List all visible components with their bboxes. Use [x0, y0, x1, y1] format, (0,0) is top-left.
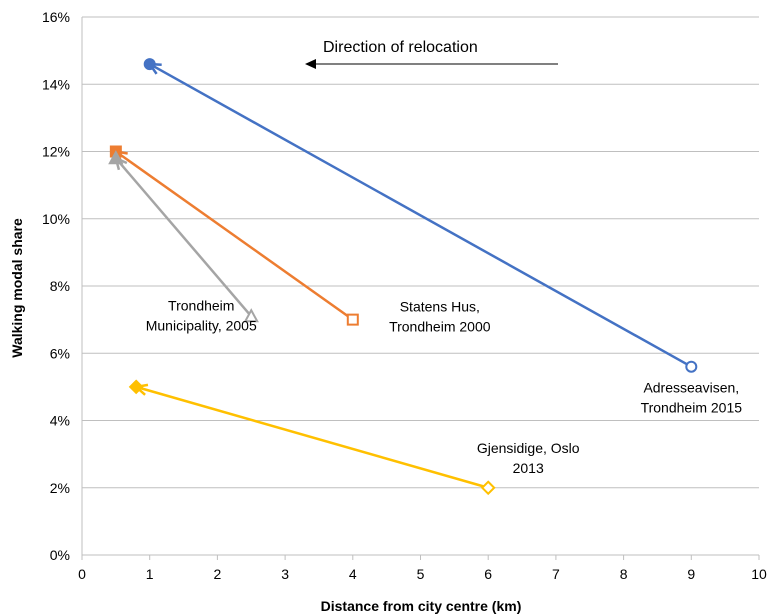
axes: 0% 2% 4% 6% 8% 10% 12% 14% 16% 0 1 2 3 4 5 6 7 8 9 10 [42, 9, 767, 582]
relocation-line [115, 150, 354, 321]
series-label: Statens Hus, Trondheim 2000 [389, 299, 491, 335]
x-tick-label: 8 [620, 566, 628, 582]
series-label-line: Adresseavisen, [643, 380, 739, 396]
y-tick-label: 16% [42, 9, 70, 25]
y-tick-label: 2% [50, 480, 70, 496]
direction-of-relocation-label: Direction of relocation [323, 39, 478, 56]
y-tick-label: 14% [42, 76, 70, 92]
x-tick-label: 0 [78, 566, 86, 582]
series-layer [108, 58, 698, 496]
series-group [108, 150, 259, 323]
series-group [128, 379, 496, 496]
y-tick-label: 6% [50, 345, 70, 361]
x-tick-label: 3 [281, 566, 289, 582]
y-axis-title: Walking modal share [9, 218, 25, 358]
relocation-line [114, 157, 253, 318]
series-label-line: 2013 [513, 460, 544, 476]
after-point [108, 150, 124, 165]
series-label: Trondheim Municipality, 2005 [146, 297, 257, 333]
annotations: Direction of relocation [305, 39, 558, 69]
x-tick-label: 9 [687, 566, 695, 582]
after-point [143, 58, 156, 71]
y-tick-label: 0% [50, 547, 70, 563]
x-tick-label: 1 [146, 566, 154, 582]
relocation-line [135, 385, 489, 489]
x-tick-label: 7 [552, 566, 560, 582]
series-label-line: Trondheim 2000 [389, 319, 491, 335]
y-tick-label: 4% [50, 413, 70, 429]
relocation-line [149, 62, 692, 368]
series-label-line: Gjensidige, Oslo [477, 440, 580, 456]
x-tick-label: 6 [484, 566, 492, 582]
series-label-line: Trondheim 2015 [641, 400, 743, 416]
x-tick-label: 10 [751, 566, 767, 582]
before-point [685, 360, 698, 373]
y-tick-label: 10% [42, 211, 70, 227]
series-label-line: Statens Hus, [400, 299, 480, 315]
before-point [346, 313, 359, 326]
y-tick-label: 12% [42, 144, 70, 160]
series-label: Gjensidige, Oslo 2013 [477, 440, 580, 476]
x-tick-label: 2 [214, 566, 222, 582]
before-point [480, 480, 496, 496]
series-group [143, 58, 698, 373]
series-label-line: Trondheim [168, 297, 234, 313]
x-tick-label: 5 [417, 566, 425, 582]
before-point [243, 308, 259, 323]
x-tick-label: 4 [349, 566, 357, 582]
y-tick-label: 8% [50, 278, 70, 294]
after-point [128, 379, 144, 395]
series-labels: Adresseavisen, Trondheim 2015 Statens Hus,… [146, 297, 742, 475]
series-label-line: Municipality, 2005 [146, 317, 257, 333]
series-label: Adresseavisen, Trondheim 2015 [641, 380, 743, 416]
gridlines [82, 16, 759, 556]
x-axis-title: Distance from city centre (km) [321, 598, 522, 614]
direction-arrow-head [305, 59, 316, 69]
